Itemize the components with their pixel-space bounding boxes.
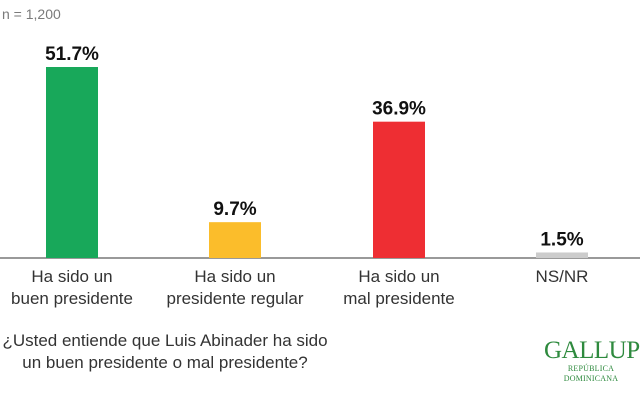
- bar-chart: 51.7% Ha sido un buen presidente 9.7% Ha sid…: [0, 44, 640, 308]
- sample-size-note: n = 1,200: [2, 6, 61, 22]
- bar-0: [46, 67, 98, 258]
- survey-question: ¿Usted entiende que Luis Abinader ha sid…: [0, 330, 330, 374]
- data-label-1: 9.7%: [213, 199, 256, 220]
- logo-wordmark: GALLUP: [544, 337, 640, 364]
- data-label-3: 1.5%: [540, 229, 583, 250]
- data-label-2: 36.9%: [372, 99, 426, 120]
- category-label-0-line-0: Ha sido un: [31, 267, 112, 286]
- gallup-logo: GALLUP REPÚBLICA DOMINICANA: [544, 337, 640, 384]
- question-line-2: un buen presidente o mal presidente?: [22, 353, 308, 372]
- logo-subtitle: REPÚBLICA DOMINICANA: [563, 364, 619, 383]
- category-label-3-line-0: NS/NR: [536, 267, 589, 286]
- category-label-1-line-1: presidente regular: [166, 289, 303, 308]
- bar-1: [209, 222, 261, 258]
- bar-2: [373, 121, 425, 259]
- category-label-2-line-1: mal presidente: [343, 289, 455, 308]
- category-label-2-line-0: Ha sido un: [358, 267, 439, 286]
- question-line-1: ¿Usted entiende que Luis Abinader ha sid…: [2, 331, 328, 350]
- category-label-1-line-0: Ha sido un: [194, 267, 275, 286]
- data-label-0: 51.7%: [45, 44, 99, 65]
- bar-3: [536, 252, 588, 258]
- category-label-0-line-1: buen presidente: [11, 289, 133, 308]
